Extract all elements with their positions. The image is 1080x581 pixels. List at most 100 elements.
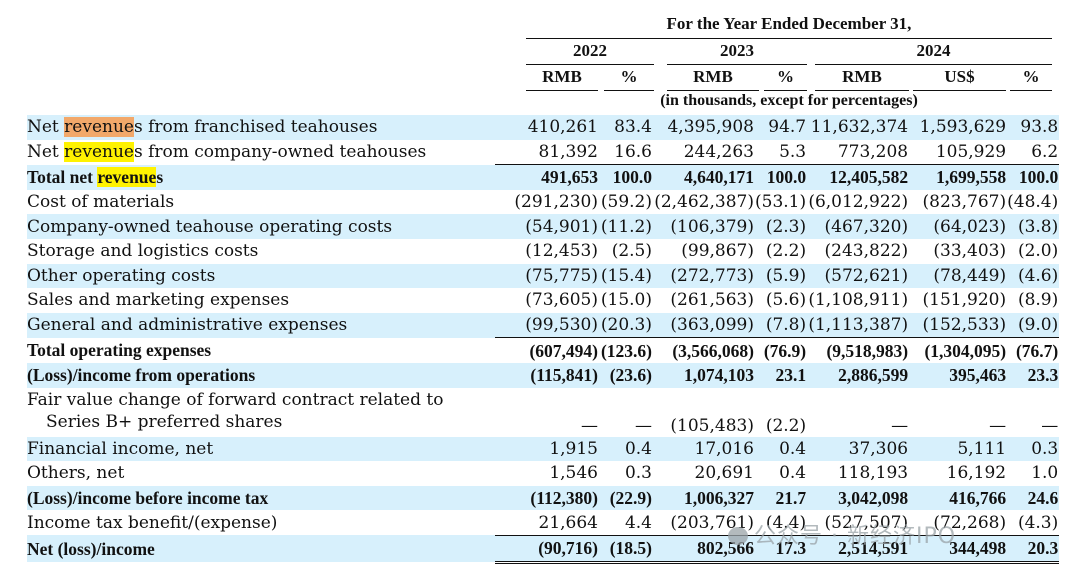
cell-value: 24.6 [1007,485,1060,511]
cell-value: 20,691 [694,463,754,484]
cell-value: 5.3 [755,139,808,166]
cell-value: 23.3 [1007,362,1060,388]
table-row: Cost of materials (291,230) (59.2) (2,462,3… [27,190,1059,215]
cell-value: 244,263 [653,139,755,166]
cell-value: (7.8) [755,312,808,339]
cell-value: 1,699,558 [909,164,1008,190]
cell-value: (3.8) [1007,214,1060,239]
cell-value: (33,403) [933,241,1007,262]
cell-value: 83.4 [599,115,653,140]
cell-value: (20.3) [599,312,653,339]
cell-value: 3,042,098 [807,485,910,511]
year-rule [815,64,1052,65]
cell-value: 410,261 [495,115,599,140]
row-label: General and administrative expenses [27,312,495,338]
table-row: Total net revenues 491,653 100.0 4,640,171 1… [27,164,1060,190]
table-row: Others, net 1,546 0.3 20,691 0.4 118,193 16,19… [27,461,1059,486]
cell-value: 37,306 [807,436,910,462]
cell-value: (4.4) [755,510,808,536]
cell-value: 395,463 [909,362,1008,388]
cell-value: (2,462,387) [654,192,754,213]
row-label: Total net revenues [27,164,495,190]
row-label: Fair value change of forward contract re… [27,389,444,432]
cell-value: (72,268) [909,510,1008,536]
cell-value: (5.6) [765,290,807,311]
watermark: 公众号 · 新经济IPO [728,518,956,550]
year-rule [667,64,807,65]
row-label: Income tax benefit/(expense) [27,512,278,533]
table-row: Company-owned teahouse operating costs (5… [27,214,1060,239]
cell-value: (2.2) [765,241,807,262]
table-row: Net (loss)/income (90,716) (18.5) 802,566 17… [27,535,1060,564]
cell-value: 0.3 [624,463,652,484]
cell-value: (572,621) [807,263,910,289]
cell-value: — [635,415,652,436]
col-rule [764,90,807,91]
cell-value: — [891,415,909,436]
cell-value: (73,605) [525,290,598,311]
cell-value: (363,099) [653,312,755,339]
cell-value: (291,230) [514,192,598,213]
row-label: Cost of materials [27,192,175,213]
cell-value: 93.8 [1007,115,1060,140]
cell-value: 21,664 [495,510,599,536]
row-label: Storage and logistics costs [27,241,259,262]
cell-value: 1.0 [1031,463,1059,484]
cell-value: (527,507) [807,510,910,536]
label-text: Net [27,142,65,163]
cell-value: 11,632,374 [807,115,910,140]
cell-value: 100.0 [599,164,653,190]
row-label: (Loss)/income before income tax [27,485,495,511]
cell-value: — [1041,415,1059,436]
cell-value: 20.3 [1007,535,1060,564]
watermark-text: 公众号 · 新经济IPO [754,524,957,549]
col-rule [815,90,909,91]
cell-value: (8.9) [1017,290,1059,311]
cell-value: 773,208 [807,139,910,166]
col-rule [526,90,598,91]
cell-value: (112,380) [495,485,599,511]
col-rule [604,90,654,91]
cell-value: 17.3 [755,535,808,564]
cell-value: 4.4 [599,510,653,536]
cell-value: (4.3) [1007,510,1060,536]
cell-value: 1,546 [549,463,598,484]
cell-value: (64,023) [909,214,1008,239]
cell-value: (53.1) [755,192,807,213]
cell-value: 4,395,908 [653,115,755,140]
cell-value: (261,563) [670,290,754,311]
units-note: (in thousands, except for percentages) [660,92,918,109]
col-rule [913,90,1006,91]
label-text: s [156,167,164,188]
cell-value: 0.4 [755,436,808,462]
row-label: Company-owned teahouse operating costs [27,214,495,239]
label-text: Net [27,117,65,138]
cell-value: (2.5) [611,241,652,262]
cell-value: (2.3) [755,214,808,239]
cell-value: (152,533) [909,312,1008,339]
cell-value: 16.6 [599,139,653,166]
highlighted-term: revenue [97,167,157,188]
cell-value: 0.4 [779,463,807,484]
cell-value: (9.0) [1007,312,1060,339]
cell-value: 118,193 [837,463,909,484]
table-row: (Loss)/income before income tax (112,380)… [27,485,1060,511]
table-row: General and administrative expenses (99,5… [27,312,1060,339]
cell-value: 1,593,629 [909,115,1008,140]
cell-value: (1,304,095) [924,340,1007,361]
highlighted-term: revenue [64,142,134,163]
row-label: Others, net [27,463,125,484]
col-rule [667,90,759,91]
row-label: Net revenues from company-owned teahouse… [27,140,495,165]
cell-value: (607,494) [529,340,598,361]
cell-value: 17,016 [653,436,755,462]
cell-value: 94.7 [755,115,808,140]
cell-value: (106,379) [653,214,755,239]
year-2024: 2024 [916,41,951,60]
table-period-header: For the Year Ended December 31, [666,14,912,33]
cell-value: 16,192 [946,463,1007,484]
cell-value: (123.6) [600,340,652,361]
row-label: Total operating expenses [27,340,212,361]
cell-value: (2.2) [765,415,807,436]
label-text: s from company-owned teahouses [133,142,427,163]
